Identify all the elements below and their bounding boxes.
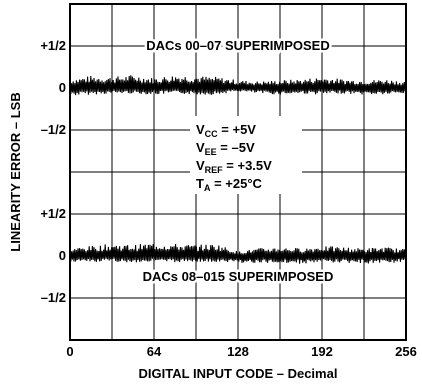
- ytick-labels: +1/2 0 –1/2 +1/2 0 –1/2: [40, 38, 66, 305]
- panel-annotation-top: DACs 00–07 SUPERIMPOSED: [146, 38, 330, 53]
- ytick-label-bottom-minus-half: –1/2: [41, 290, 66, 305]
- condition-vref: VREF = +3.5V: [196, 158, 272, 175]
- noise-band-panel-2: [69, 243, 407, 264]
- ytick-label-bottom-plus-half: +1/2: [40, 206, 66, 221]
- conditions-block: VCC = +5V VEE = –5V VREF = +3.5V TA = +2…: [190, 116, 302, 194]
- ytick-label-top-plus-half: +1/2: [40, 38, 66, 53]
- condition-vee: VEE = –5V: [196, 140, 255, 157]
- noise-bands: [69, 75, 407, 264]
- condition-vcc: VCC = +5V: [196, 122, 256, 139]
- y-axis-label: LINEARITY ERROR – LSB: [8, 92, 23, 251]
- ytick-label-top-zero: 0: [59, 80, 66, 95]
- panel-annotation-bottom: DACs 08–015 SUPERIMPOSED: [143, 269, 334, 284]
- condition-ta: TA = +25°C: [196, 176, 263, 193]
- ytick-label-top-minus-half: –1/2: [41, 122, 66, 137]
- xtick-label-192: 192: [311, 344, 333, 359]
- xtick-label-64: 64: [147, 344, 162, 359]
- xtick-labels: 0 64 128 192 256: [66, 344, 416, 359]
- ytick-label-bottom-zero: 0: [59, 248, 66, 263]
- noise-band-panel-1: [69, 75, 407, 96]
- xtick-label-128: 128: [227, 344, 249, 359]
- x-axis-label: DIGITAL INPUT CODE – Decimal: [139, 366, 338, 381]
- xtick-label-256: 256: [395, 344, 417, 359]
- xtick-label-0: 0: [66, 344, 73, 359]
